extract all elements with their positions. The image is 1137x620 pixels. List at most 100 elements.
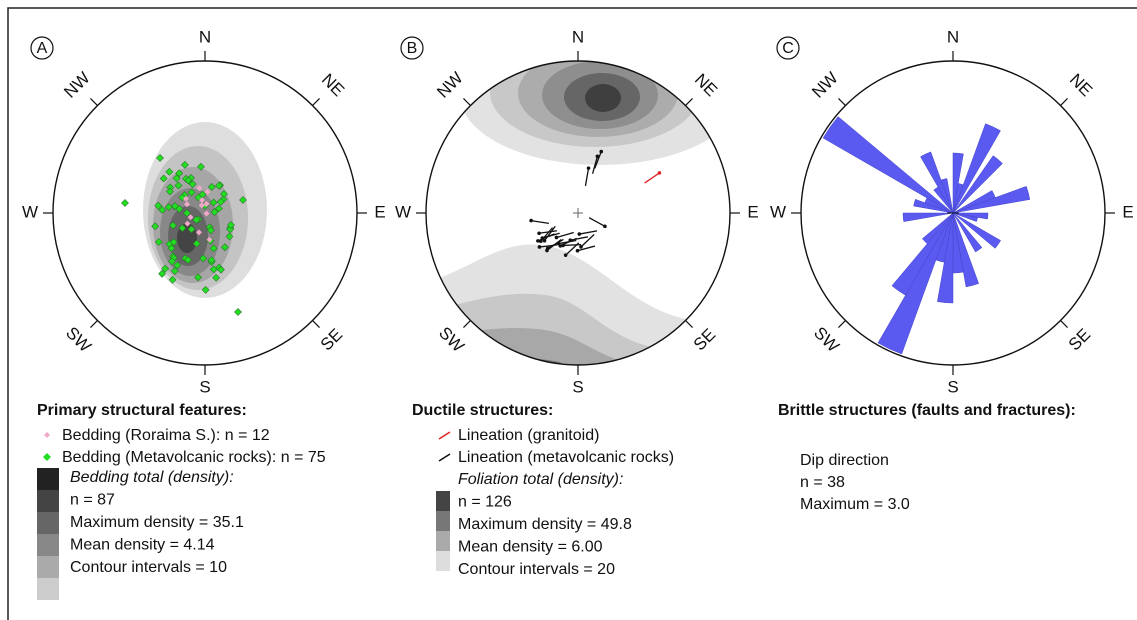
lineation (644, 172, 660, 184)
compass-label: NE (318, 70, 348, 100)
density-ramp (37, 578, 59, 600)
legend-text: n = 38 (800, 474, 845, 491)
legend-title: Brittle structures (faults and fractures… (778, 402, 1076, 419)
point (220, 243, 229, 252)
point (215, 204, 223, 213)
lineation-head (568, 238, 573, 243)
compass-label: SW (435, 323, 468, 356)
point (209, 198, 218, 207)
lineation-head (540, 236, 545, 240)
point (159, 174, 168, 183)
panel-badge (400, 36, 424, 60)
lineation-head (537, 231, 541, 236)
lineation-head (603, 224, 607, 229)
point (194, 273, 202, 282)
lineation (588, 217, 606, 227)
panel-letter: C (782, 40, 794, 57)
lineation (579, 230, 598, 235)
tick (838, 320, 846, 328)
compass-label: S (199, 377, 210, 396)
density-text: Mean density = 4.14 (70, 537, 215, 554)
panel-badge (776, 36, 800, 60)
lineation (563, 243, 582, 247)
compass-label: SE (317, 325, 346, 354)
compass-label: SE (1065, 325, 1094, 354)
point (173, 261, 182, 270)
density-ramp (37, 534, 59, 556)
rose-petal (933, 186, 954, 214)
point (182, 209, 191, 217)
point (170, 267, 179, 275)
point (207, 256, 216, 265)
point (220, 190, 228, 198)
lineation-head (529, 218, 533, 223)
rose-petal (952, 186, 1031, 214)
point (199, 197, 206, 204)
rose-petal (940, 178, 954, 214)
point (174, 181, 183, 190)
point (169, 238, 178, 247)
rose-petal (952, 212, 983, 253)
lineation (594, 151, 602, 169)
density-text: Bedding total (density): (70, 469, 234, 486)
tick (90, 98, 98, 106)
lineation-head (563, 253, 568, 257)
compass-label: NW (433, 68, 466, 101)
lineation (539, 244, 558, 248)
compass-label: W (22, 202, 38, 221)
rose-petal (902, 212, 954, 222)
rose-petal (952, 155, 1003, 214)
rose-petal (952, 212, 978, 222)
point (239, 196, 247, 204)
tick (685, 320, 693, 328)
lineation-head (545, 246, 550, 251)
compass-label: S (947, 377, 958, 396)
rose-petal (920, 151, 954, 214)
point (164, 203, 173, 212)
lineation (577, 245, 596, 252)
point (169, 221, 177, 230)
density-ramp (37, 512, 59, 534)
point (226, 225, 235, 234)
legend-title: Ductile structures: (412, 402, 553, 419)
tick (312, 98, 320, 106)
rose-petal (952, 183, 964, 214)
rose-petal (935, 212, 954, 263)
lineation-head (536, 239, 540, 243)
point (192, 239, 201, 248)
point (178, 224, 187, 233)
density-text: n = 126 (458, 494, 512, 511)
compass-label: S (572, 377, 583, 396)
density-ramp (436, 511, 450, 531)
lineation-head (657, 171, 662, 175)
legend-item: Lineation (granitoid) (458, 427, 599, 444)
legend-marker (44, 432, 50, 438)
compass-label: NW (60, 68, 93, 101)
compass-label: NW (808, 68, 841, 101)
density-text: Contour intervals = 10 (70, 559, 227, 576)
lineation (580, 234, 595, 248)
point (203, 210, 210, 217)
compass-label: NE (691, 70, 721, 100)
lineation (531, 219, 549, 225)
panel-letter: A (37, 40, 48, 57)
tick (1060, 98, 1068, 106)
point (158, 269, 167, 278)
point (196, 185, 203, 192)
legend-marker (438, 453, 451, 462)
point (165, 167, 174, 176)
density-ramp (37, 490, 59, 512)
lineation-head (579, 245, 583, 249)
point (204, 188, 211, 195)
lineation-head (537, 245, 542, 249)
density-text: Contour intervals = 20 (458, 561, 615, 578)
lineation-head (575, 248, 580, 253)
rose-petal (877, 212, 954, 355)
compass-label: W (770, 202, 786, 221)
point (175, 169, 184, 178)
point (154, 238, 163, 246)
point (198, 202, 205, 209)
point (196, 162, 205, 171)
density-ramp (436, 491, 450, 511)
